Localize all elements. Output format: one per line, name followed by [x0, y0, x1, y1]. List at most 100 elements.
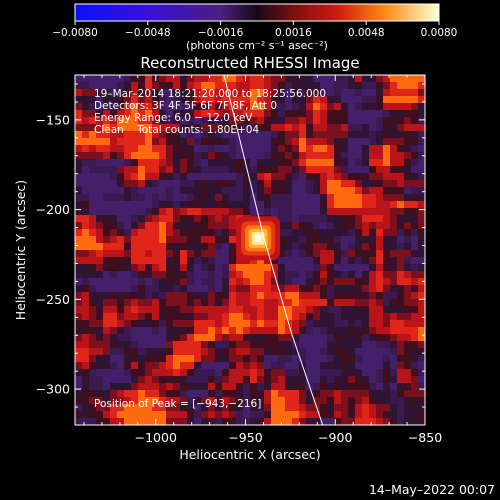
heatmap-cell — [89, 411, 97, 419]
heatmap-cell — [166, 110, 174, 118]
heatmap-cell — [180, 222, 188, 230]
heatmap-cell — [173, 103, 181, 111]
heatmap-cell — [411, 383, 419, 391]
heatmap-cell — [327, 236, 335, 244]
heatmap-cell — [201, 369, 209, 377]
heatmap-cell — [278, 306, 286, 314]
heatmap-cell — [215, 418, 223, 425]
heatmap-cell — [250, 152, 258, 160]
heatmap-cell — [264, 320, 272, 328]
heatmap-cell — [173, 138, 181, 146]
heatmap-cell — [131, 222, 139, 230]
heatmap-cell — [257, 362, 265, 370]
heatmap-cell — [285, 355, 293, 363]
heatmap-cell — [306, 341, 314, 349]
x-axis-label: Heliocentric X (arcsec) — [179, 447, 320, 462]
heatmap-cell — [96, 390, 104, 398]
heatmap-cell — [383, 250, 391, 258]
heatmap-cell — [348, 250, 356, 258]
heatmap-cell — [320, 383, 328, 391]
heatmap-cell — [271, 117, 279, 125]
heatmap-cell — [341, 278, 349, 286]
heatmap-cell — [278, 313, 286, 321]
heatmap-cell — [278, 208, 286, 216]
heatmap-cell — [306, 250, 314, 258]
heatmap-cell — [271, 376, 279, 384]
heatmap-cell — [376, 173, 384, 181]
heatmap-cell — [411, 418, 419, 425]
heatmap-cell — [180, 369, 188, 377]
heatmap-cell — [348, 201, 356, 209]
heatmap-cell — [236, 292, 244, 300]
heatmap-cell — [96, 285, 104, 293]
heatmap-cell — [194, 180, 202, 188]
heatmap-cell — [145, 411, 153, 419]
heatmap-cell — [355, 187, 363, 195]
heatmap-cell — [215, 250, 223, 258]
heatmap-cell — [355, 131, 363, 139]
heatmap-cell — [390, 159, 398, 167]
heatmap-cell — [299, 334, 307, 342]
heatmap-cell — [215, 369, 223, 377]
heatmap-cell — [250, 411, 258, 419]
heatmap-cell — [117, 348, 125, 356]
heatmap-cell — [173, 299, 181, 307]
heatmap-cell — [103, 180, 111, 188]
heatmap-cell — [299, 383, 307, 391]
heatmap-cell — [355, 229, 363, 237]
heatmap-cell — [110, 411, 118, 419]
heatmap-cell — [180, 243, 188, 251]
heatmap-cell — [229, 250, 237, 258]
heatmap-cell — [215, 180, 223, 188]
heatmap-cell — [390, 145, 398, 153]
heatmap-cell — [271, 180, 279, 188]
heatmap-cell — [82, 341, 90, 349]
heatmap-cell — [404, 243, 412, 251]
heatmap-cell — [334, 173, 342, 181]
heatmap-cell — [341, 320, 349, 328]
heatmap-cell — [131, 82, 139, 90]
heatmap-cell — [383, 96, 391, 104]
heatmap-cell — [411, 145, 419, 153]
heatmap-cell — [159, 285, 167, 293]
heatmap-cell — [341, 208, 349, 216]
heatmap-cell — [327, 243, 335, 251]
heatmap-cell — [138, 362, 146, 370]
heatmap-cell — [229, 75, 237, 83]
heatmap-cell — [355, 257, 363, 265]
heatmap-cell — [131, 117, 139, 125]
heatmap-cell — [138, 187, 146, 195]
heatmap-cell — [278, 418, 286, 425]
heatmap-cell — [96, 194, 104, 202]
heatmap-cell — [145, 355, 153, 363]
heatmap-cell — [166, 327, 174, 335]
heatmap-cell — [208, 110, 216, 118]
heatmap-cell — [75, 75, 83, 83]
heatmap-cell — [229, 320, 237, 328]
heatmap-cell — [334, 96, 342, 104]
heatmap-cell — [75, 383, 83, 391]
heatmap-cell — [264, 264, 272, 272]
heatmap-cell — [397, 334, 405, 342]
heatmap-cell — [89, 285, 97, 293]
heatmap-cell — [187, 103, 195, 111]
heatmap-cell — [82, 236, 90, 244]
heatmap-cell — [96, 243, 104, 251]
heatmap-cell — [138, 334, 146, 342]
heatmap-cell — [229, 152, 237, 160]
heatmap-cell — [208, 138, 216, 146]
heatmap-cell — [327, 383, 335, 391]
heatmap-cell — [299, 390, 307, 398]
heatmap-cell — [362, 124, 370, 132]
heatmap-cell — [313, 397, 321, 405]
heatmap-cell — [138, 236, 146, 244]
heatmap-cell — [173, 397, 181, 405]
heatmap-cell — [75, 292, 83, 300]
heatmap-cell — [215, 390, 223, 398]
heatmap-cell — [327, 271, 335, 279]
heatmap-cell — [243, 355, 251, 363]
heatmap-cell — [152, 236, 160, 244]
heatmap-cell — [152, 411, 160, 419]
heatmap-cell — [152, 327, 160, 335]
heatmap-cell — [404, 306, 412, 314]
